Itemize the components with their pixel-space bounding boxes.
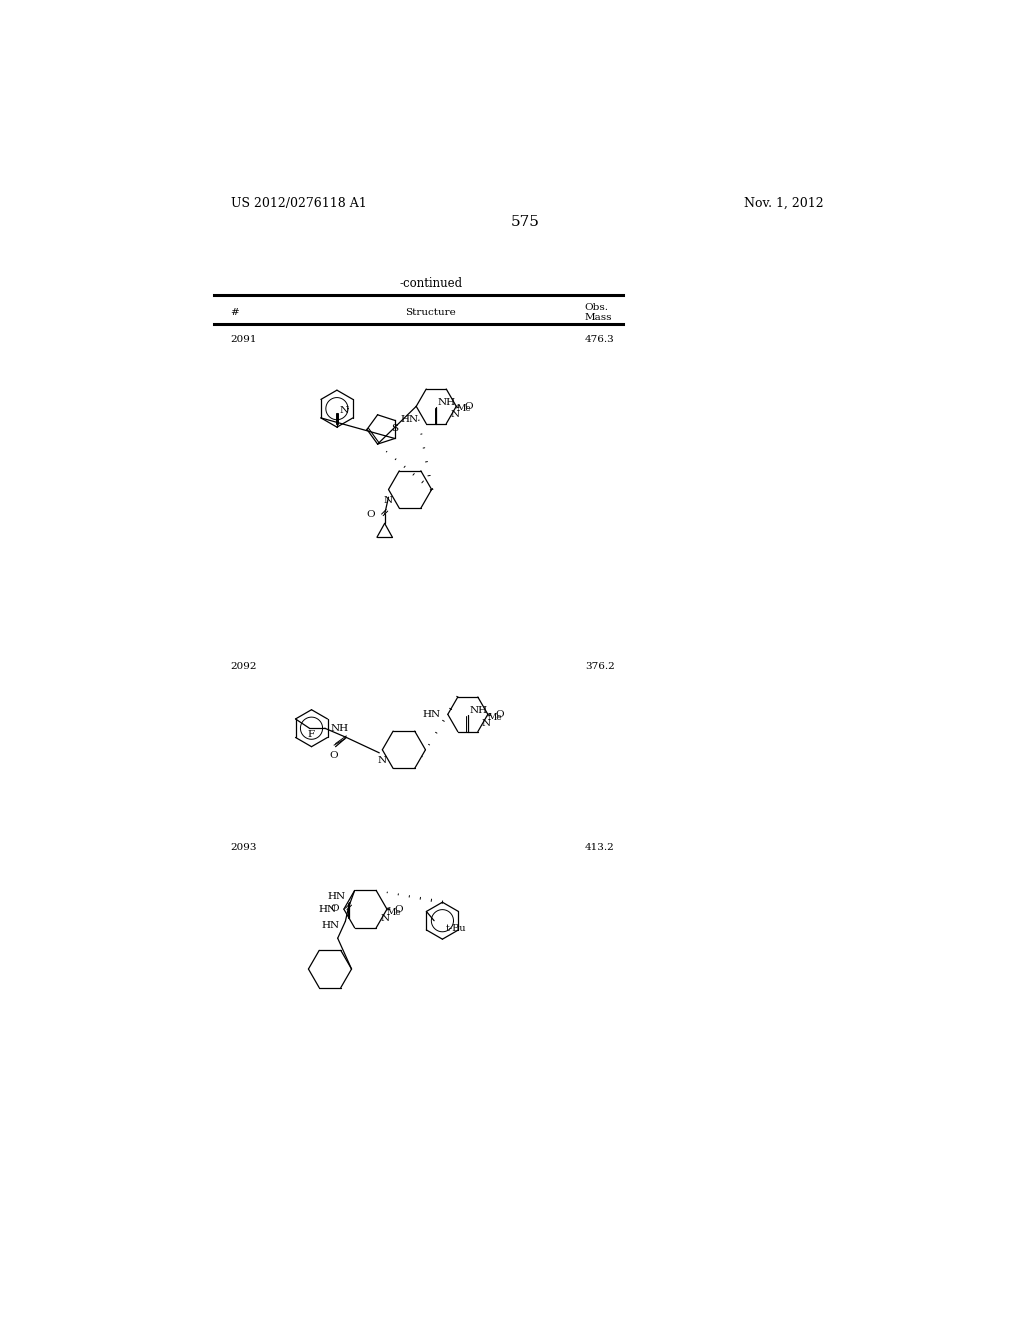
Text: 2091: 2091 (230, 335, 257, 343)
Text: 2092: 2092 (230, 663, 257, 671)
Text: HN: HN (422, 710, 440, 719)
Text: Structure: Structure (406, 308, 457, 317)
Text: O: O (464, 401, 473, 411)
Text: N: N (340, 405, 349, 414)
Text: HN: HN (400, 414, 419, 424)
Text: S: S (391, 424, 398, 433)
Text: 575: 575 (510, 215, 540, 228)
Text: O: O (331, 904, 339, 913)
Text: US 2012/0276118 A1: US 2012/0276118 A1 (230, 197, 367, 210)
Text: HN: HN (318, 904, 336, 913)
Text: NH: NH (469, 706, 487, 714)
Text: #: # (230, 308, 240, 317)
Text: Me: Me (386, 908, 400, 917)
Text: Obs.: Obs. (585, 302, 609, 312)
Text: N: N (384, 496, 393, 504)
Text: F: F (308, 730, 315, 739)
Text: O: O (330, 751, 338, 760)
Text: Me: Me (457, 404, 471, 413)
Text: t-Bu: t-Bu (445, 924, 466, 933)
Text: 376.2: 376.2 (585, 663, 614, 671)
Text: Me: Me (487, 713, 503, 722)
Text: 476.3: 476.3 (585, 335, 614, 343)
Text: N: N (378, 756, 387, 764)
Text: HN: HN (322, 920, 339, 929)
Text: O: O (394, 904, 403, 913)
Text: -continued: -continued (399, 277, 463, 290)
Text: O: O (496, 710, 504, 719)
Text: 413.2: 413.2 (585, 843, 614, 851)
Text: Mass: Mass (585, 313, 612, 322)
Text: NH: NH (331, 723, 349, 733)
Text: N: N (451, 411, 459, 418)
Text: HN: HN (328, 892, 345, 902)
Text: NH: NH (438, 397, 456, 407)
Text: O: O (367, 510, 376, 519)
Text: Nov. 1, 2012: Nov. 1, 2012 (743, 197, 823, 210)
Text: N: N (481, 719, 490, 729)
Text: N: N (380, 913, 389, 923)
Text: 2093: 2093 (230, 843, 257, 851)
